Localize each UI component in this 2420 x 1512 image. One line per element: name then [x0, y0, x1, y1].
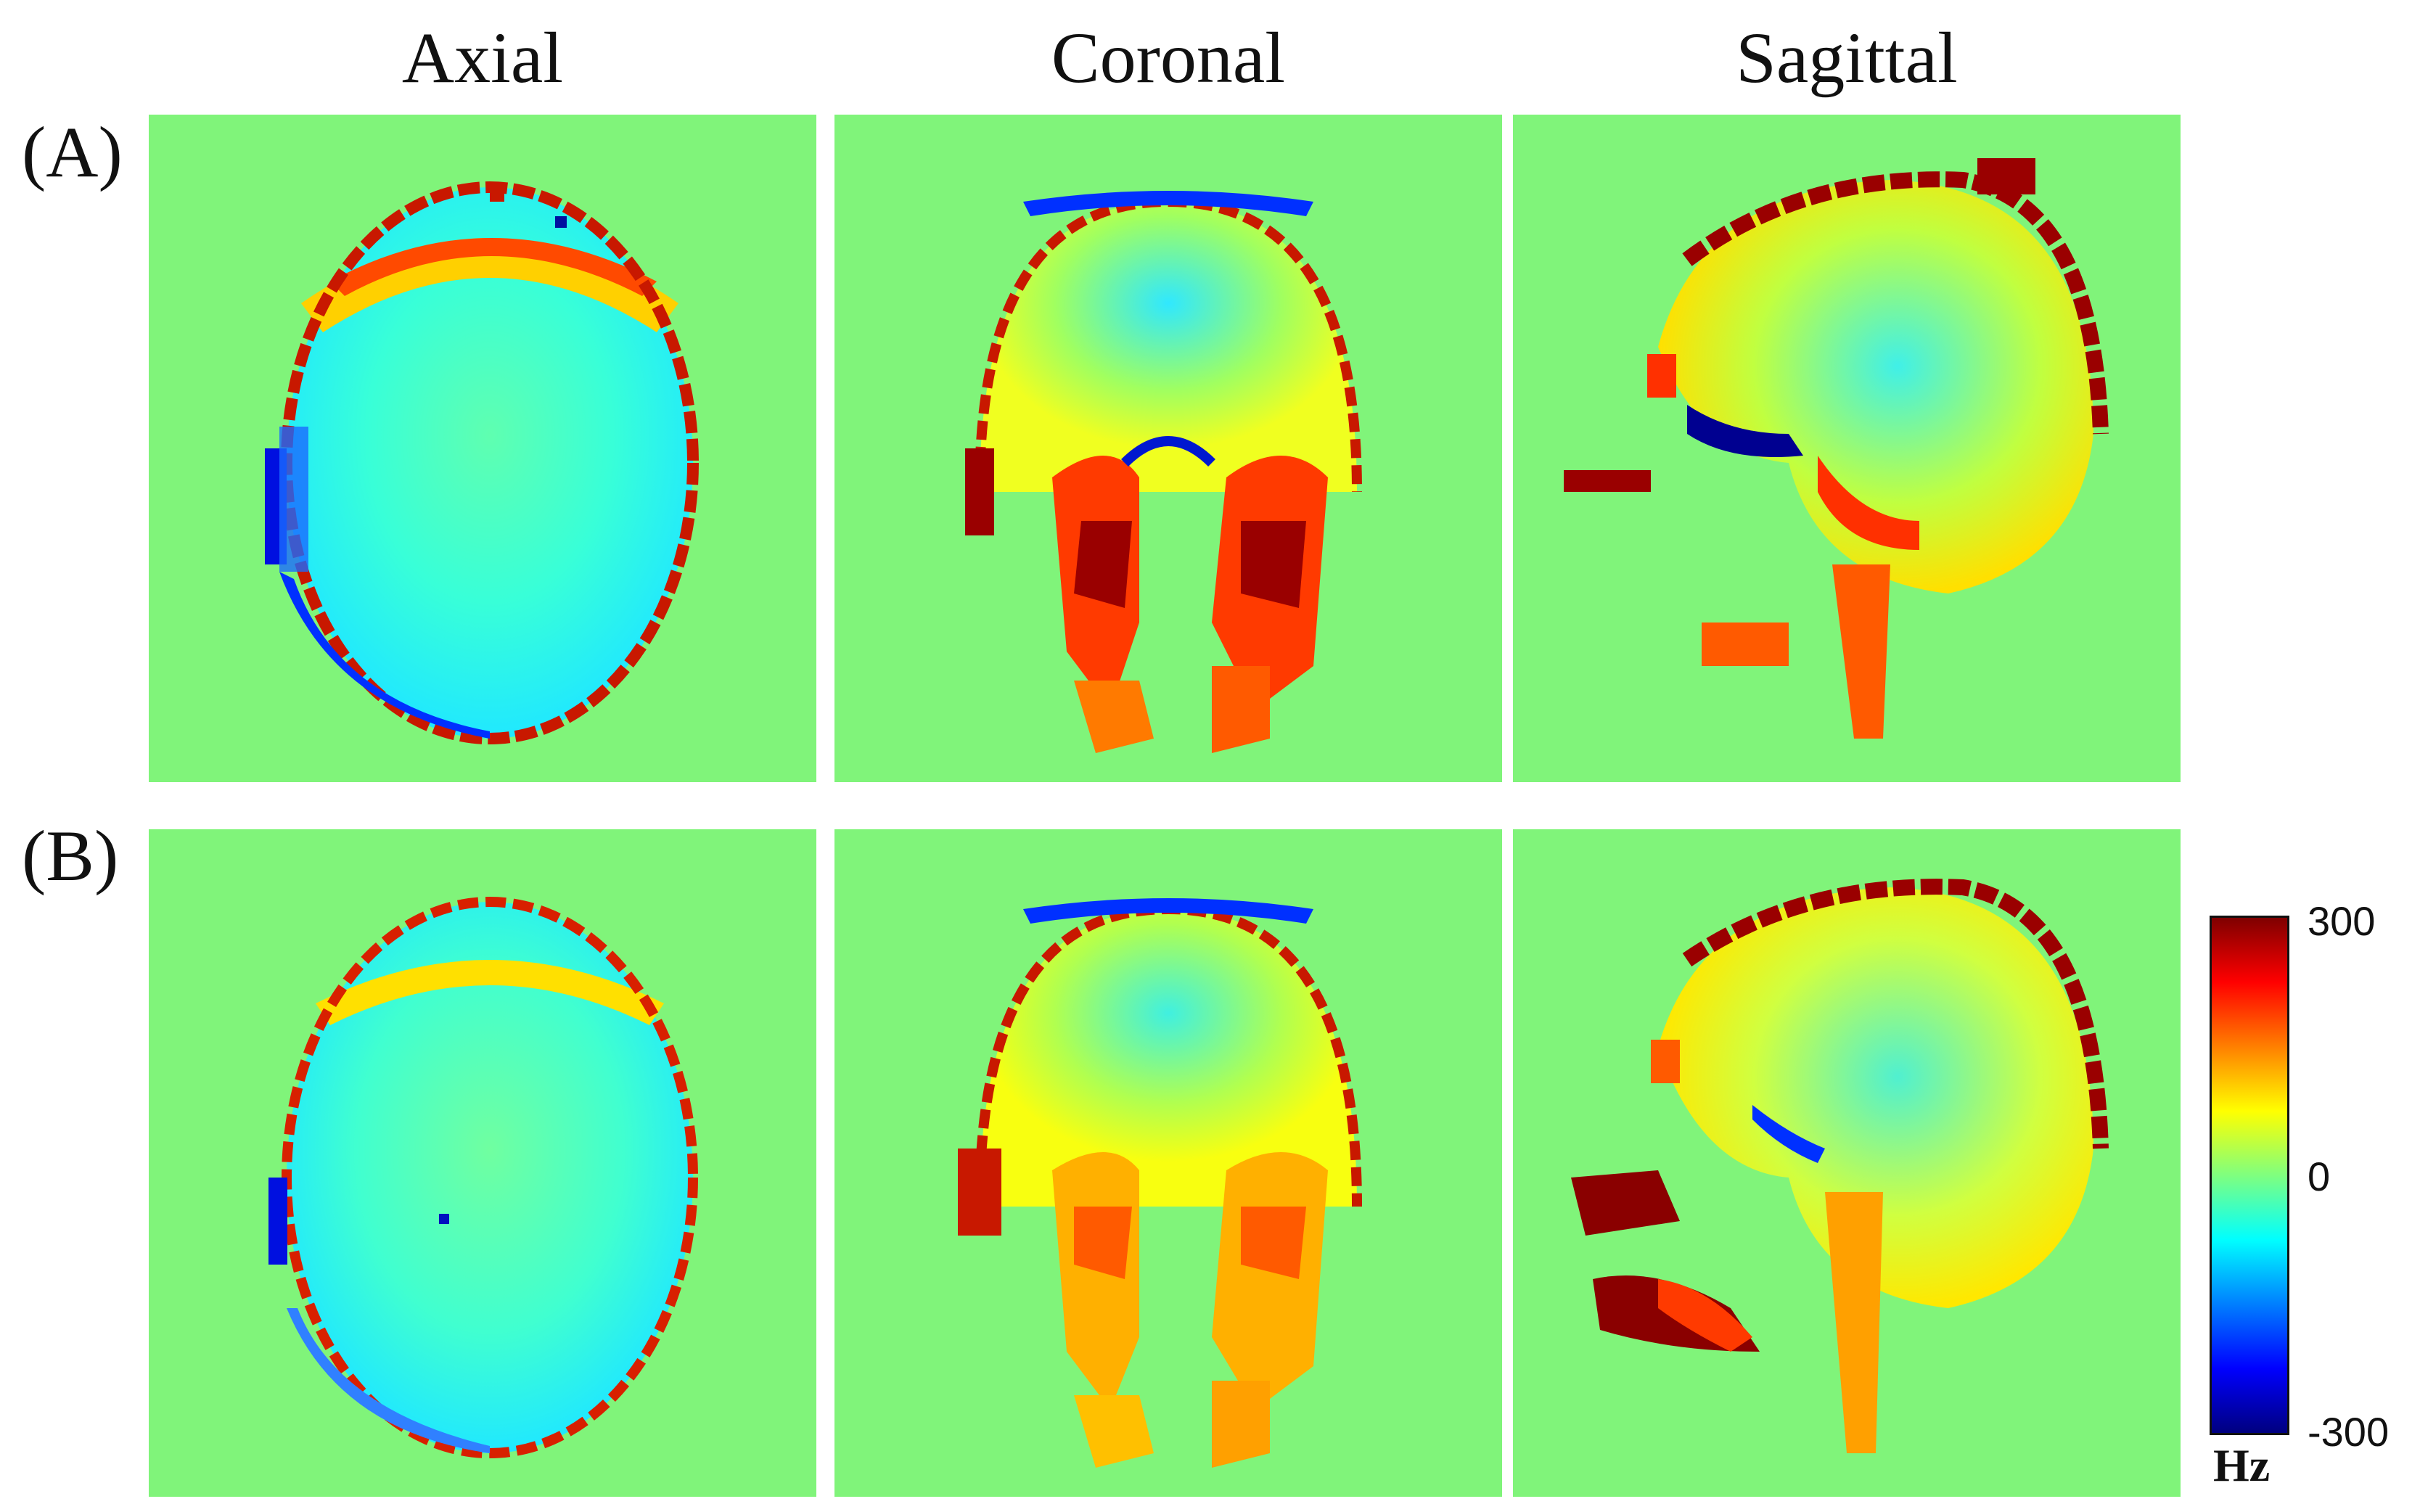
panel-b-sagittal [1513, 829, 2181, 1497]
panel-a-sagittal [1513, 115, 2181, 782]
row-label-a: (A) [22, 112, 123, 192]
column-title-axial: Axial [401, 17, 564, 98]
panel-b-coronal [834, 829, 1502, 1497]
panel-a-axial [149, 115, 816, 782]
column-title-sagittal: Sagittal [1736, 17, 1958, 98]
colorbar [2210, 916, 2289, 1435]
colorbar-max-label: 300 [2308, 898, 2376, 944]
colorbar-unit: Hz [2213, 1439, 2271, 1491]
column-title-coronal: Coronal [1051, 17, 1286, 98]
panel-a-coronal [834, 115, 1502, 782]
colorbar-min-label: -300 [2308, 1409, 2390, 1455]
row-label-b: (B) [22, 815, 119, 896]
colorbar-mid-label: 0 [2308, 1154, 2331, 1199]
panel-b-axial [149, 829, 816, 1497]
